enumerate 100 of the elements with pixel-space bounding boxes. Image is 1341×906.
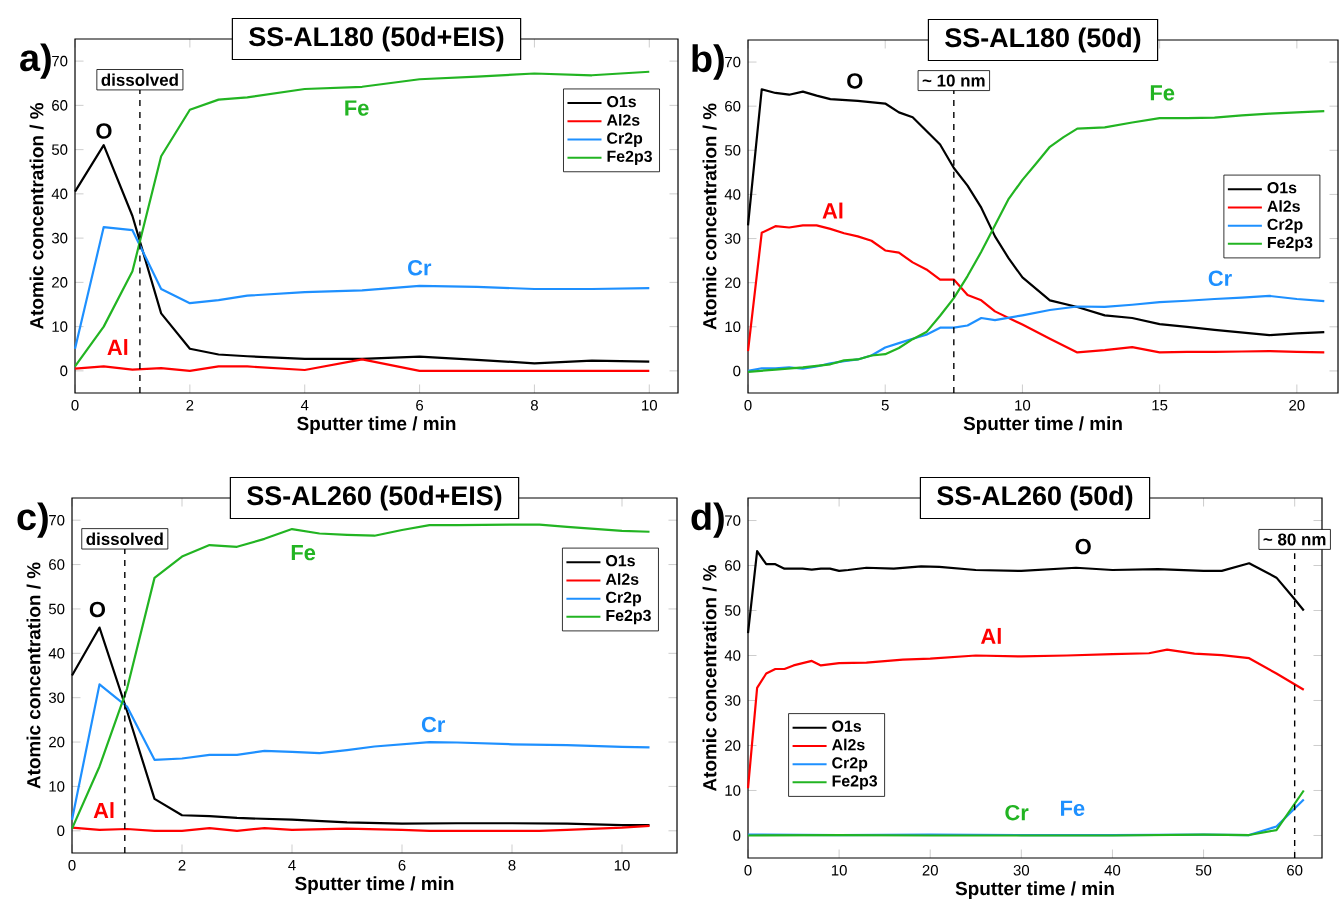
y-tick-label: 60	[49, 559, 65, 571]
y-tick-label: 40	[48, 648, 65, 659]
y-tick-label: 60	[725, 101, 741, 112]
annotation: O	[847, 73, 863, 89]
annotation: Al	[107, 339, 128, 356]
legend-label: Al2s	[606, 114, 640, 126]
x-tick-label: 4	[288, 860, 296, 871]
annotation: Fe	[1150, 85, 1175, 101]
x-tick-label: 10	[1015, 400, 1031, 411]
legend-label: Cr2p	[832, 757, 868, 772]
x-tick-label: 2	[186, 400, 194, 411]
y-tick-label: 50	[48, 603, 65, 615]
legend-label: Fe2p3	[1267, 236, 1313, 252]
y-tick-label: 50	[724, 605, 741, 616]
y-tick-label: 50	[724, 145, 741, 156]
legend-label: O1s	[1267, 182, 1297, 194]
y-tick-label: 0	[733, 830, 741, 841]
y-tick-label: 40	[724, 650, 741, 661]
y-tick-label: 40	[51, 188, 68, 200]
annotation: Al	[980, 628, 1001, 645]
legend-label: O1s	[606, 555, 635, 567]
x-tick-label: 10	[614, 860, 630, 871]
x-tick-label: 2	[178, 860, 186, 871]
legend-label: Fe2p3	[832, 775, 878, 790]
y-axis-title: Atomic concentration / %	[29, 103, 44, 330]
x-axis-title: Sputter time / min	[955, 881, 1114, 900]
y-axis-title: Atomic concentration / %	[702, 565, 717, 792]
legend-label: Al2s	[831, 738, 865, 751]
legend-label: Cr2p	[606, 591, 642, 607]
y-tick-label: 60	[52, 100, 68, 111]
x-tick-label: 8	[530, 400, 538, 411]
x-tick-label: 30	[1013, 865, 1030, 876]
y-tick-label: 30	[48, 692, 65, 704]
x-tick-label: 6	[398, 860, 406, 871]
ref-line-label: dissolved	[101, 73, 178, 87]
legend-label: Fe2p3	[607, 150, 652, 166]
annotation: Fe	[345, 100, 369, 116]
annotation: O	[96, 123, 112, 139]
x-tick-label: 0	[744, 865, 752, 876]
text: b)	[692, 44, 724, 80]
x-tick-label: 60	[1287, 865, 1303, 876]
x-axis-title: Sputter time / min	[297, 416, 456, 435]
annotation: Al	[822, 202, 843, 219]
x-tick-label: 50	[1195, 865, 1212, 876]
annotation: Cr	[1005, 805, 1029, 821]
ref-line-label: ~ 80 nm	[1263, 533, 1326, 546]
x-tick-label: 8	[508, 860, 516, 871]
y-tick-label: 70	[52, 56, 68, 67]
x-tick-label: 20	[1289, 400, 1305, 411]
y-tick-label: 30	[724, 233, 741, 245]
x-tick-label: 10	[642, 400, 658, 411]
y-tick-label: 20	[725, 740, 741, 751]
x-tick-label: 0	[68, 860, 76, 871]
y-tick-label: 10	[49, 781, 65, 792]
text: d)	[691, 502, 724, 538]
x-tick-label: 40	[1104, 865, 1121, 876]
y-tick-label: 10	[725, 785, 741, 796]
chart-title: SS-AL260 (50d+EIS)	[247, 485, 502, 511]
legend-label: Al2s	[1267, 200, 1300, 213]
y-tick-label: 20	[49, 736, 65, 748]
y-tick-label: 0	[57, 825, 65, 837]
y-axis-title: Atomic concentration / %	[702, 103, 717, 330]
y-tick-label: 70	[725, 56, 741, 68]
text: c)	[17, 502, 48, 538]
text: a)	[20, 43, 51, 79]
chart-title: SS-AL180 (50d+EIS)	[249, 26, 504, 52]
x-tick-label: 20	[922, 865, 938, 876]
x-tick-label: 5	[881, 400, 889, 411]
x-tick-label: 0	[744, 400, 752, 411]
legend-label: Cr2p	[1267, 218, 1303, 234]
y-tick-label: 60	[725, 560, 741, 571]
ref-line-label: ~ 10 nm	[922, 74, 985, 87]
annotation: O	[89, 601, 106, 618]
chart-title: SS-AL260 (50d)	[937, 485, 1133, 511]
y-tick-label: 40	[724, 189, 741, 200]
legend-label: O1s	[607, 96, 636, 108]
y-tick-label: 20	[725, 277, 741, 289]
x-tick-label: 15	[1152, 400, 1168, 411]
y-tick-label: 30	[724, 695, 741, 706]
annotation: Fe	[291, 545, 316, 561]
y-tick-label: 70	[725, 515, 741, 526]
y-tick-label: 0	[733, 365, 741, 377]
ref-line-label: dissolved	[86, 532, 163, 546]
legend-label: Cr2p	[607, 132, 643, 148]
annotation: Cr	[421, 716, 446, 733]
x-tick-label: 6	[416, 400, 424, 411]
chart-title: SS-AL180 (50d)	[945, 27, 1141, 53]
y-tick-label: 20	[52, 277, 68, 288]
x-tick-label: 4	[300, 400, 309, 411]
annotation: O	[1075, 539, 1091, 555]
x-tick-label: 0	[71, 400, 79, 411]
y-tick-label: 70	[49, 515, 65, 526]
y-tick-label: 10	[725, 321, 741, 333]
y-tick-label: 30	[51, 233, 68, 244]
y-tick-label: 0	[60, 365, 68, 377]
legend-label: O1s	[832, 720, 862, 733]
legend-label: Fe2p3	[606, 610, 651, 625]
x-tick-label: 10	[831, 865, 847, 876]
x-axis-title: Sputter time / min	[963, 416, 1122, 435]
annotation: Al	[93, 802, 114, 819]
